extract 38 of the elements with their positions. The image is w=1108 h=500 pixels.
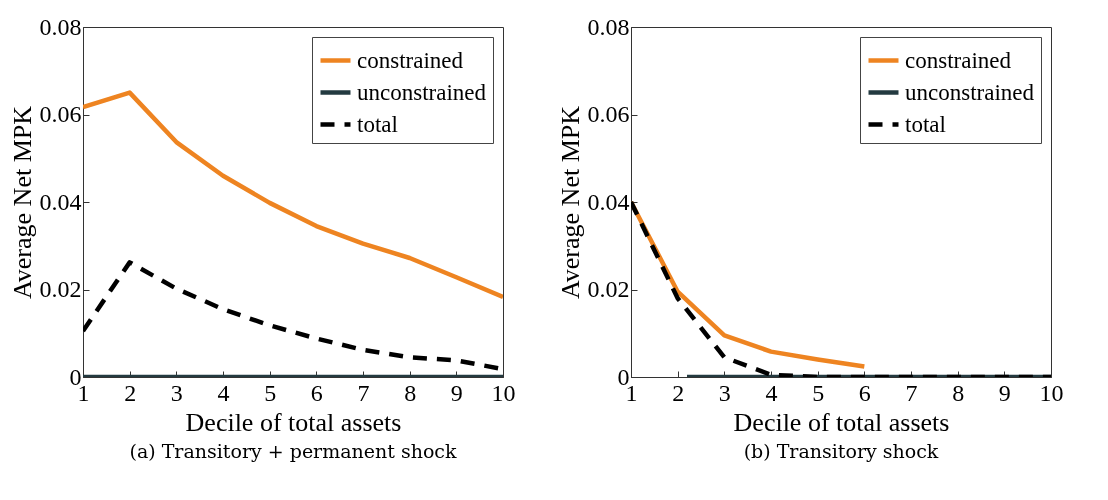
x-tick-label: 8 <box>404 379 417 406</box>
x-axis-title: Decile of total assets <box>185 407 402 437</box>
y-tick-label: 0.08 <box>587 13 630 40</box>
y-axis-title: Average Net MPK <box>7 105 37 300</box>
y-tick-label: 0.02 <box>39 276 82 302</box>
text: (a) Transitory + permanent shock <box>129 440 457 462</box>
x-tick-label: 4 <box>217 379 230 406</box>
x-tick-label: 3 <box>718 379 731 406</box>
x-tick-label: 9 <box>998 379 1011 406</box>
x-tick-label: 5 <box>812 379 825 406</box>
x-tick-label: 10 <box>491 379 516 406</box>
x-tick-label: 9 <box>450 379 463 406</box>
legend-label: constrained <box>357 47 464 73</box>
y-tick-label: 0.06 <box>39 101 82 127</box>
text: (b) Transitory shock <box>743 440 939 462</box>
y-tick-label: 0.02 <box>587 276 630 302</box>
y-tick-label: 0.06 <box>587 101 630 127</box>
y-axis-title: Average Net MPK <box>555 105 585 300</box>
legend-label: unconstrained <box>357 79 487 105</box>
x-tick-label: 2 <box>672 379 685 406</box>
y-tick-label: 0.04 <box>39 188 82 215</box>
x-tick-label: 5 <box>264 379 277 406</box>
x-tick-label: 3 <box>170 379 183 406</box>
x-tick-label: 4 <box>765 379 778 406</box>
y-tick-label: 0.08 <box>39 13 82 40</box>
y-tick-label: 0.04 <box>587 188 630 215</box>
x-tick-label: 8 <box>952 379 965 406</box>
legend-label: constrained <box>905 47 1012 73</box>
legend-label: total <box>357 111 398 137</box>
x-tick-label: 6 <box>310 379 323 406</box>
x-tick-label: 7 <box>905 379 918 406</box>
x-tick-label: 10 <box>1039 379 1064 406</box>
legend-label: unconstrained <box>905 79 1035 105</box>
x-tick-label: 6 <box>858 379 871 406</box>
x-axis-title: Decile of total assets <box>733 407 950 437</box>
legend-label: total <box>905 111 946 137</box>
x-tick-label: 2 <box>124 379 137 406</box>
x-tick-label: 7 <box>357 379 370 406</box>
